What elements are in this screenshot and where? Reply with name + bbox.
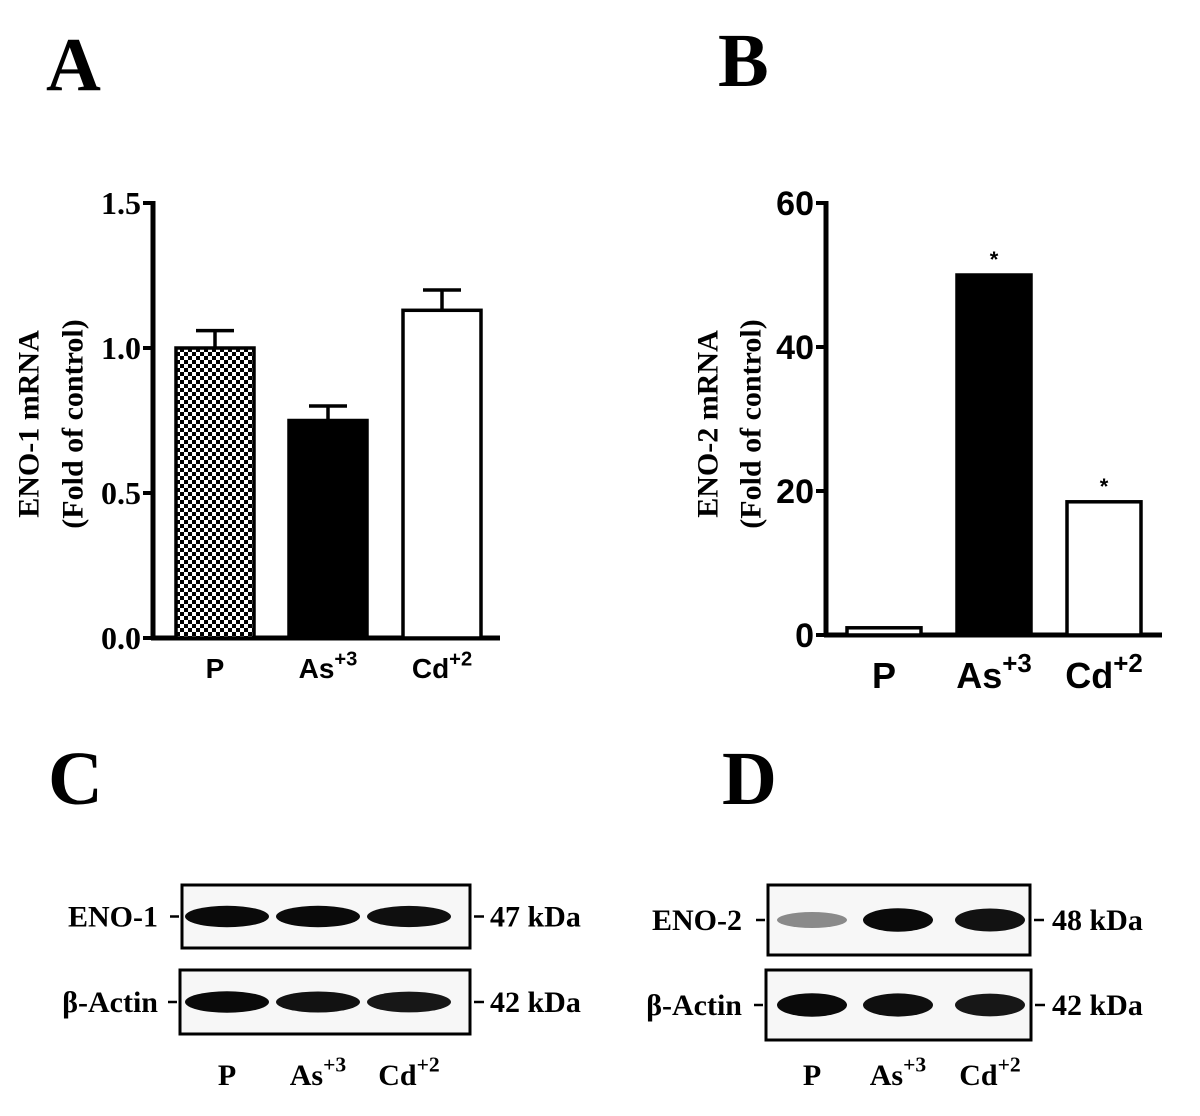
blot-row-label: β-Actin [62,986,158,1019]
western-blot-d: ENO-2 48 kDa β-Actin 42 kDa P As+3 Cd+2 [646,883,1143,1093]
significance-star: * [990,247,999,272]
protein-band [367,991,451,1013]
y-tick-label: 40 [776,329,814,367]
protein-band [276,905,360,928]
blot-row-label: β-Actin [646,989,742,1022]
lane-label: Cd+2 [959,1053,1020,1093]
panel-label-a: A [46,23,101,107]
bar [174,346,256,640]
y-axis-label-2: (Fold of control) [735,319,768,528]
chart-b: 0 20 40 60 P * As+3 * Cd+2 ENO-2 mRNA (Fold of con… [692,185,1162,696]
y-axis-label-2: (Fold of control) [57,319,90,528]
molecular-weight-label: 42 kDa [1052,989,1143,1022]
y-tick-label: 1.5 [101,185,141,221]
western-blot-c: ENO-1 47 kDa β-Actin 42 kDa P As+3 Cd+2 [62,883,581,1093]
lane-label: P [218,1059,236,1092]
protein-band [955,908,1025,932]
chart-a: 0.0 0.5 1.0 1.5 P As+3 Cd+2 ENO-1 mRNA (Fold of … [13,185,500,684]
y-tick-label: 20 [776,473,814,511]
protein-band [777,912,847,928]
x-tick-label: As+3 [299,648,358,684]
y-tick-label: 0.0 [101,620,141,656]
y-tick-label: 0 [795,617,814,655]
lane-label: Cd+2 [378,1053,439,1093]
y-tick-label: 1.0 [101,330,141,366]
y-axis-label-line1: ENO-2 mRNA [692,330,725,518]
protein-band [185,905,269,928]
panel-label-c: C [48,737,103,821]
y-tick-label: 60 [776,185,814,223]
panel-label-d: D [722,737,777,821]
panel-label-b: B [718,19,769,103]
lane-label: As+3 [290,1053,347,1093]
protein-band [185,991,269,1013]
bar [287,418,369,640]
protein-band [863,993,933,1017]
y-tick-label: 0.5 [101,475,141,511]
x-tick-label: P [872,655,896,696]
blot-row-label: ENO-2 [652,904,742,937]
y-axis-label-line2: (Fold of control) [57,319,90,528]
protein-band [955,993,1025,1017]
x-tick-label: Cd+2 [1065,650,1143,696]
bar [401,308,483,640]
significance-star: * [1100,474,1109,499]
lane-label: P [803,1059,821,1092]
x-tick-label: As+3 [956,650,1032,696]
x-tick-label: Cd+2 [412,648,472,684]
bar [1065,500,1143,637]
protein-band [777,993,847,1017]
y-axis-label: ENO-2 mRNA [692,330,725,518]
y-axis-label-line1: ENO-1 mRNA [13,330,46,518]
protein-band [276,991,360,1013]
protein-band [863,908,933,932]
lane-label: As+3 [870,1053,927,1093]
bar [845,626,923,637]
y-axis-label: ENO-1 mRNA [13,330,46,518]
bar [955,273,1033,637]
y-axis-label-line2: (Fold of control) [735,319,768,528]
molecular-weight-label: 48 kDa [1052,904,1143,937]
molecular-weight-label: 42 kDa [490,986,581,1019]
protein-band [367,905,451,928]
blot-row-label: ENO-1 [68,901,158,934]
molecular-weight-label: 47 kDa [490,901,581,934]
x-tick-label: P [206,653,225,684]
